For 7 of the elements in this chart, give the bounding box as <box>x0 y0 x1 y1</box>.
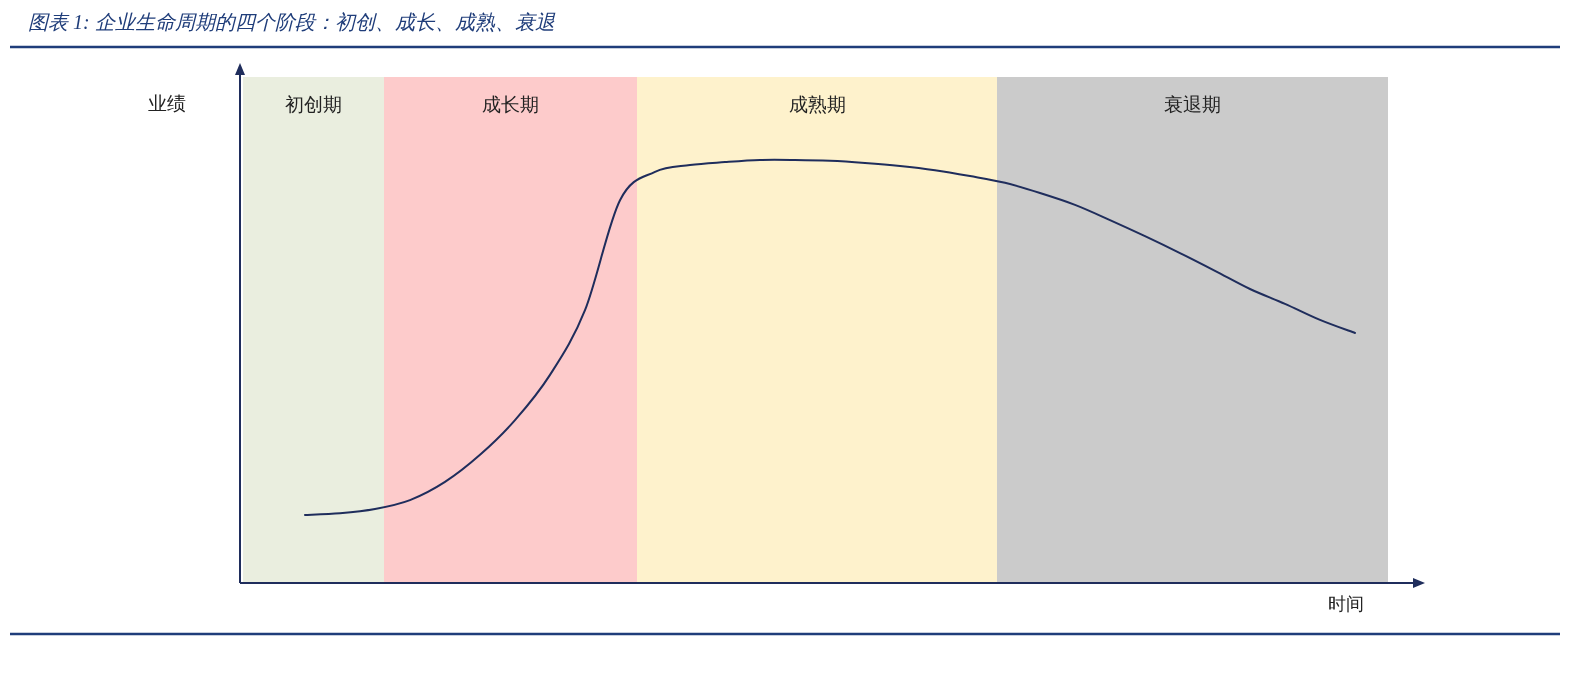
text: 成熟期 <box>788 94 846 115</box>
x-axis-title: 时间 <box>1328 594 1364 614</box>
chart-title: 图表 1: 企业生命周期的四个阶段：初创、成长、成熟、衰退 <box>28 11 556 33</box>
text: 初创期 <box>285 94 342 115</box>
text: 成长期 <box>482 94 539 115</box>
text: 业绩 <box>148 93 186 114</box>
text: 衰退期 <box>1164 94 1221 115</box>
